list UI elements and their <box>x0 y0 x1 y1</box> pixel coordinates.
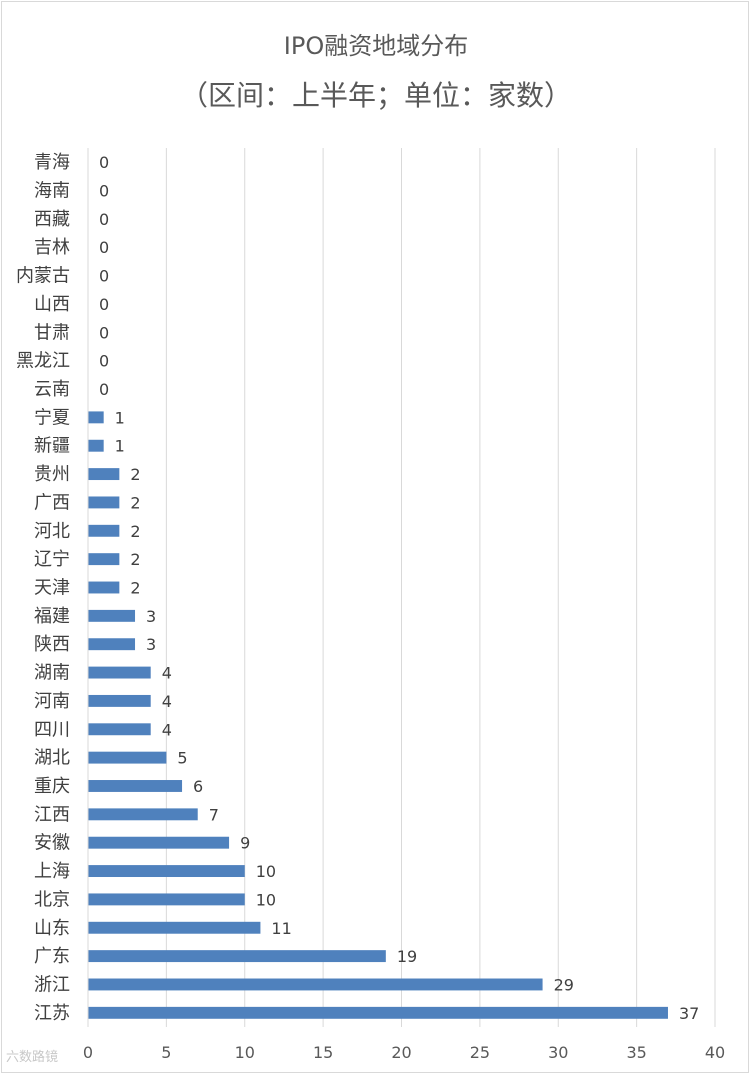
category-label: 青海 <box>34 152 70 173</box>
data-label: 0 <box>99 182 109 201</box>
x-tick-label: 0 <box>83 1043 93 1062</box>
category-label: 宁夏 <box>34 407 70 428</box>
data-label: 9 <box>240 834 250 853</box>
category-label: 江苏 <box>34 1003 70 1024</box>
category-label: 福建 <box>34 606 70 627</box>
data-label: 2 <box>130 550 140 569</box>
data-label: 11 <box>271 919 291 938</box>
category-label: 西藏 <box>34 209 70 230</box>
data-label: 2 <box>130 493 140 512</box>
category-label: 北京 <box>34 889 70 910</box>
category-label: 山东 <box>34 918 70 939</box>
category-label: 天津 <box>34 578 70 599</box>
bar <box>88 950 386 963</box>
data-label: 0 <box>99 380 109 399</box>
bar <box>88 553 120 566</box>
category-label: 贵州 <box>34 464 70 485</box>
x-tick-label: 10 <box>235 1043 255 1062</box>
category-label: 浙江 <box>34 974 70 995</box>
data-label: 2 <box>130 465 140 484</box>
category-label: 河北 <box>34 521 70 542</box>
data-label: 1 <box>115 408 125 427</box>
bar <box>88 921 261 934</box>
bar <box>88 411 104 424</box>
bar <box>88 808 198 821</box>
bar <box>88 865 245 878</box>
data-label: 4 <box>162 720 172 739</box>
category-label: 黑龙江 <box>16 351 70 372</box>
x-tick-label: 5 <box>161 1043 171 1062</box>
data-label: 0 <box>99 267 109 286</box>
bar <box>88 496 120 509</box>
data-label: 1 <box>115 437 125 456</box>
x-tick-label: 35 <box>626 1043 646 1062</box>
category-label: 广西 <box>34 492 70 513</box>
category-label: 上海 <box>34 861 70 882</box>
data-label: 0 <box>99 295 109 314</box>
category-label: 湖南 <box>34 663 70 684</box>
category-label: 湖北 <box>34 748 70 769</box>
data-label: 7 <box>209 805 219 824</box>
bar <box>88 893 245 906</box>
data-label: 2 <box>130 522 140 541</box>
data-label: 10 <box>256 862 276 881</box>
category-label: 河南 <box>34 691 70 712</box>
category-label: 新疆 <box>34 436 70 457</box>
data-label: 37 <box>679 1004 699 1023</box>
category-label: 安徽 <box>34 833 70 854</box>
data-label: 3 <box>146 635 156 654</box>
category-label: 陕西 <box>34 634 70 655</box>
data-label: 19 <box>397 947 417 966</box>
category-label: 四川 <box>34 719 70 740</box>
bar <box>88 439 104 452</box>
data-label: 0 <box>99 323 109 342</box>
category-label: 江西 <box>34 804 70 825</box>
chart-title: IPO融资地域分布 <box>283 32 469 60</box>
x-tick-label: 15 <box>313 1043 333 1062</box>
bar <box>88 978 543 991</box>
bar <box>88 836 230 849</box>
data-label: 2 <box>130 579 140 598</box>
data-label: 29 <box>554 975 574 994</box>
category-label: 甘肃 <box>34 322 70 343</box>
data-label: 5 <box>177 749 187 768</box>
x-tick-label: 25 <box>470 1043 490 1062</box>
category-label: 内蒙古 <box>16 266 70 287</box>
data-label: 0 <box>99 153 109 172</box>
data-label: 0 <box>99 210 109 229</box>
bar <box>88 609 136 622</box>
bar <box>88 666 151 679</box>
chart-subtitle: （区间：上半年；单位：家数） <box>179 79 572 112</box>
data-label: 0 <box>99 352 109 371</box>
category-label: 辽宁 <box>34 549 70 570</box>
x-tick-label: 30 <box>548 1043 568 1062</box>
bar <box>88 780 183 792</box>
watermark: 六数路镜 <box>6 1050 59 1065</box>
bar <box>88 694 151 707</box>
x-tick-label: 40 <box>705 1043 725 1062</box>
x-tick-label: 20 <box>391 1043 411 1062</box>
bar <box>88 723 151 736</box>
category-label: 山西 <box>34 294 70 315</box>
category-label: 重庆 <box>34 776 70 797</box>
bar <box>88 524 120 537</box>
data-label: 10 <box>256 890 276 909</box>
category-label: 吉林 <box>34 237 70 258</box>
bar <box>88 1006 668 1019</box>
category-label: 云南 <box>34 379 70 400</box>
category-label: 广东 <box>34 946 70 967</box>
bar <box>88 638 136 651</box>
category-label: 海南 <box>34 181 70 202</box>
data-label: 3 <box>146 607 156 626</box>
data-label: 6 <box>193 777 203 796</box>
bar <box>88 751 167 764</box>
data-label: 0 <box>99 238 109 257</box>
data-label: 4 <box>162 692 172 711</box>
data-label: 4 <box>162 664 172 683</box>
bar <box>88 468 120 481</box>
bar <box>88 581 120 594</box>
